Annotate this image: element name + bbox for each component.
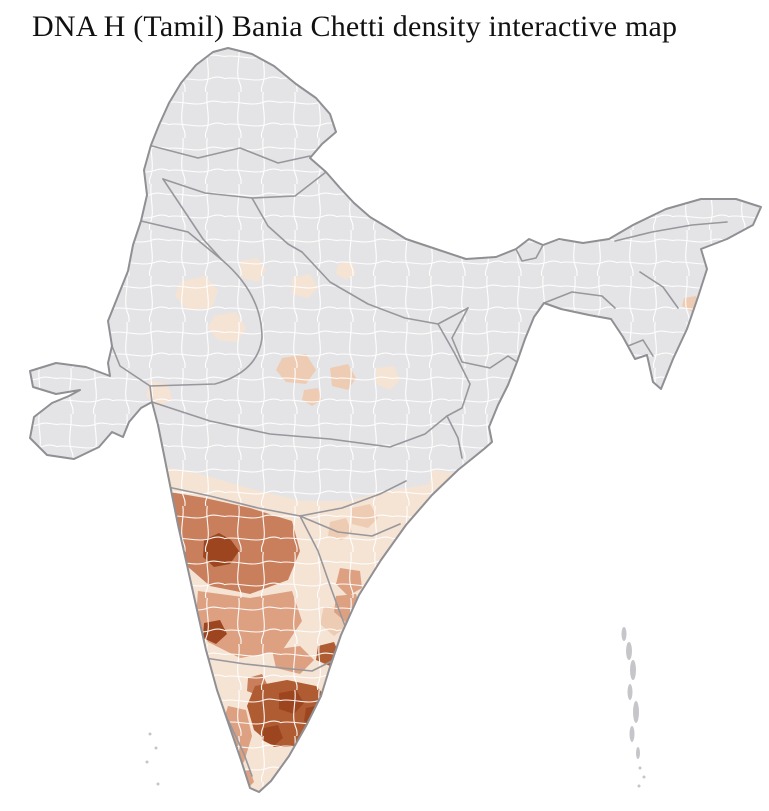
page-title: DNA H (Tamil) Bania Chetti density inter… [32, 10, 678, 43]
lakshadweep-islands[interactable] [145, 732, 160, 786]
dark-gray-district-cluster[interactable] [506, 428, 549, 461]
india-map[interactable] [0, 46, 769, 802]
state-borders [111, 145, 728, 777]
district-mesh-overlay [30, 48, 761, 792]
india-outline [29, 47, 762, 793]
andaman-nicobar-islands[interactable] [621, 627, 646, 788]
